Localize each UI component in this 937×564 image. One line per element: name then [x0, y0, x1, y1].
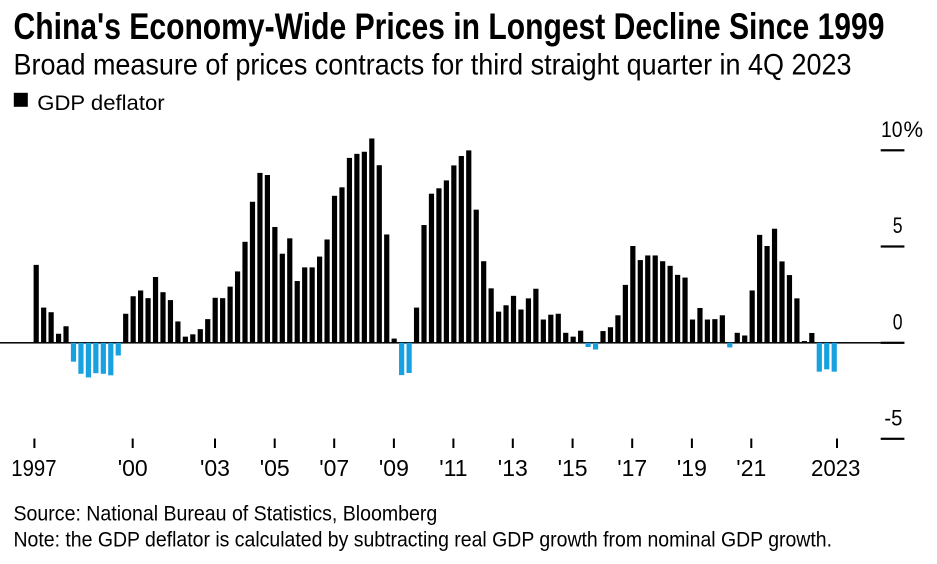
svg-text:'07: '07 — [319, 455, 349, 481]
svg-text:2023: 2023 — [811, 455, 860, 481]
svg-text:10: 10 — [881, 117, 903, 142]
svg-text:Broad measure of prices contra: Broad measure of prices contracts for th… — [14, 48, 852, 81]
svg-text:-5: -5 — [884, 406, 902, 431]
svg-text:%: % — [904, 117, 924, 142]
svg-text:'17: '17 — [617, 455, 647, 481]
svg-text:'05: '05 — [260, 455, 290, 481]
svg-text:1997: 1997 — [11, 455, 56, 481]
svg-text:'11: '11 — [439, 455, 467, 481]
svg-text:'03: '03 — [200, 455, 230, 481]
svg-text:GDP deflator: GDP deflator — [37, 91, 164, 115]
svg-text:0: 0 — [893, 310, 903, 335]
svg-text:'21: '21 — [736, 455, 766, 481]
svg-text:Note: the GDP deflator is calc: Note: the GDP deflator is calculated by … — [14, 529, 833, 552]
svg-text:'19: '19 — [677, 455, 707, 481]
svg-text:Source: National Bureau of Sta: Source: National Bureau of Statistics, B… — [14, 503, 438, 526]
svg-text:China's Economy-Wide Prices in: China's Economy-Wide Prices in Longest D… — [14, 6, 885, 47]
svg-text:'15: '15 — [558, 455, 588, 481]
svg-text:'13: '13 — [498, 455, 528, 481]
svg-text:'09: '09 — [379, 455, 409, 481]
svg-text:5: 5 — [893, 213, 903, 238]
svg-text:'00: '00 — [118, 455, 148, 481]
